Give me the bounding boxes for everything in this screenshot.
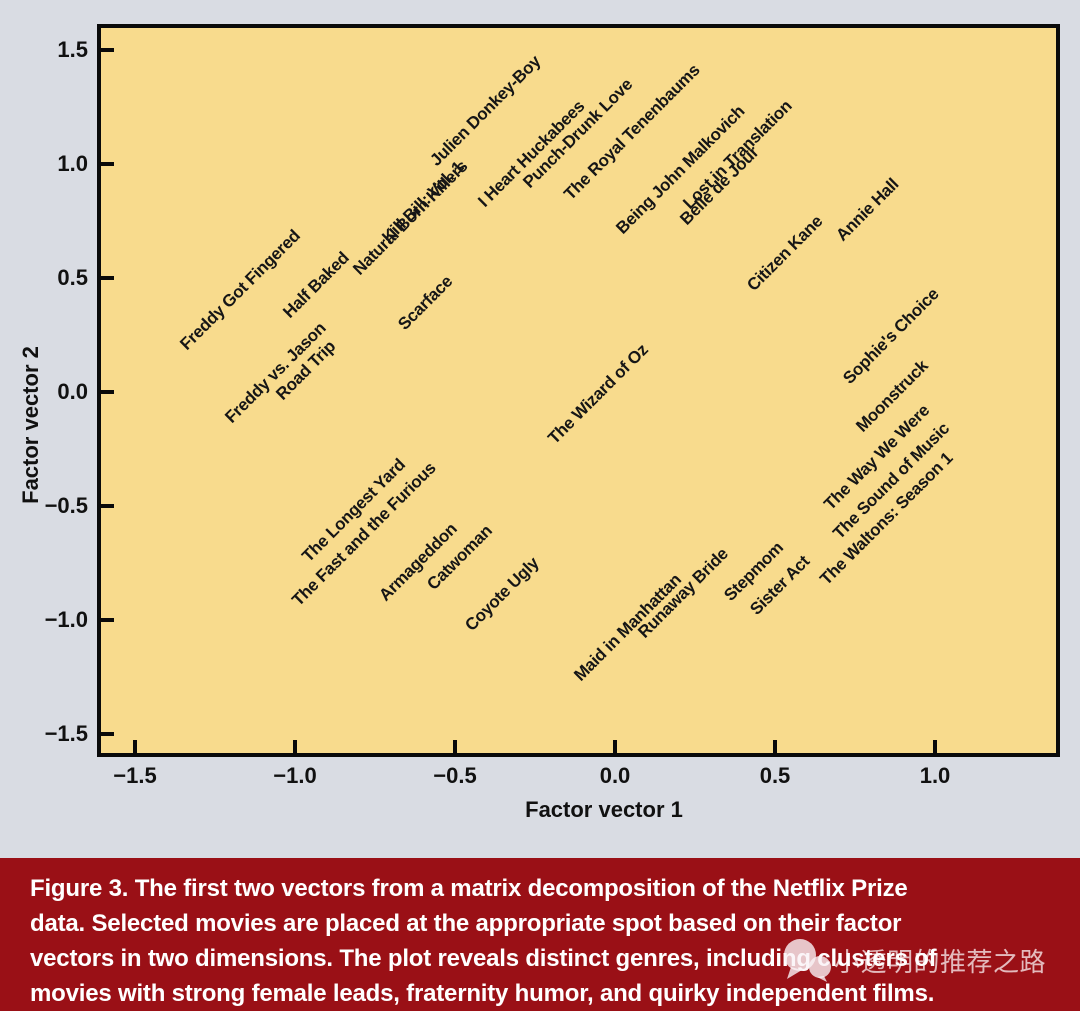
movie-label: Freddy Got Fingered <box>176 226 305 354</box>
x-tick-label: 1.0 <box>919 763 951 788</box>
x-tick-mark <box>133 740 137 753</box>
y-tick-label: 0.0 <box>57 379 88 404</box>
x-tick-mark <box>773 740 777 753</box>
movie-label: Scarface <box>394 271 457 334</box>
movie-label: Maid in Manhattan <box>570 569 685 685</box>
figure-number: Figure 3. <box>30 875 129 902</box>
y-tick-label: 1.0 <box>57 151 88 176</box>
movie-label: The Fast and the Furious <box>288 458 440 610</box>
movie-label: Coyote Ugly <box>461 553 543 635</box>
y-tick-label: 1.5 <box>57 37 88 62</box>
y-tick-mark <box>101 390 114 394</box>
y-tick-label: −1.0 <box>44 607 88 632</box>
y-tick-mark <box>101 276 114 280</box>
figure-caption: Figure 3. The first two vectors from a m… <box>0 858 1080 1011</box>
y-tick-mark <box>101 48 114 52</box>
x-tick-label: −0.5 <box>433 763 477 788</box>
y-tick-mark <box>101 618 114 622</box>
caption-text: The first two vectors from a matrix deco… <box>134 875 908 902</box>
movie-label: Citizen Kane <box>743 211 827 295</box>
caption-line: vectors in two dimensions. The plot reve… <box>30 945 937 972</box>
movie-label: The Wizard of Oz <box>544 339 653 448</box>
y-tick-label: 0.5 <box>57 265 88 290</box>
x-tick-label: −1.0 <box>273 763 317 788</box>
caption-line: Figure 3. The first two vectors from a m… <box>30 871 1050 906</box>
y-tick-label: −1.5 <box>44 721 88 746</box>
y-tick-mark <box>101 162 114 166</box>
x-tick-label: −1.5 <box>113 763 157 788</box>
x-tick-label: 0.5 <box>759 763 791 788</box>
y-tick-label: −0.5 <box>44 493 88 518</box>
y-tick-mark <box>101 504 114 508</box>
x-tick-mark <box>453 740 457 753</box>
x-tick-mark <box>613 740 617 753</box>
x-tick-label: 0.0 <box>599 763 631 788</box>
movie-label: Half Baked <box>279 248 353 323</box>
caption-line: data. Selected movies are placed at the … <box>30 910 902 937</box>
x-axis-title: Factor vector 1 <box>525 797 683 822</box>
y-tick-mark <box>101 732 114 736</box>
plot-area: Freddy Got Fingered Half Baked Freddy vs. … <box>97 24 1060 757</box>
caption-line: movies with strong female leads, fratern… <box>30 980 935 1007</box>
x-tick-mark <box>933 740 937 753</box>
movie-label: Kill Bill: Vol. 1 <box>378 157 468 247</box>
x-tick-mark <box>293 740 297 753</box>
y-axis-title: Factor vector 2 <box>18 346 43 504</box>
movie-label: Annie Hall <box>832 174 903 245</box>
